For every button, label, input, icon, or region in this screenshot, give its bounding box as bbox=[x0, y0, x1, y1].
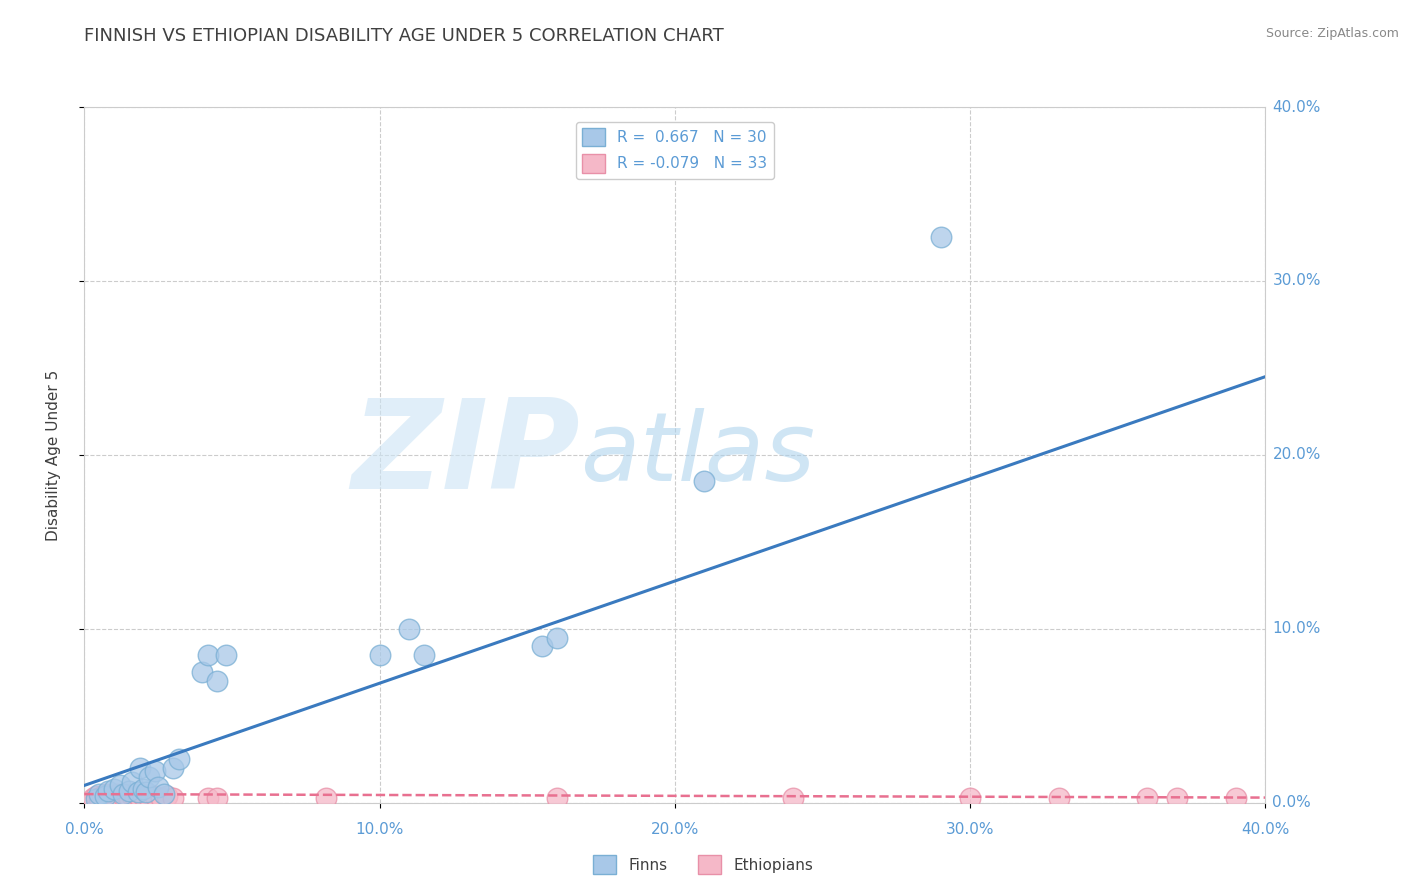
Point bbox=[546, 790, 568, 805]
Point bbox=[782, 790, 804, 805]
Point bbox=[530, 639, 553, 653]
Point bbox=[132, 789, 155, 803]
Point bbox=[111, 787, 134, 801]
Point bbox=[100, 790, 122, 805]
Point bbox=[162, 790, 184, 805]
Point bbox=[197, 790, 219, 805]
Text: 10.0%: 10.0% bbox=[1272, 622, 1320, 636]
Point bbox=[91, 789, 114, 803]
Point bbox=[108, 790, 131, 805]
Point bbox=[150, 790, 173, 805]
Point bbox=[162, 761, 184, 775]
Point bbox=[118, 790, 141, 805]
Text: 20.0%: 20.0% bbox=[1272, 448, 1320, 462]
Point bbox=[138, 770, 160, 784]
Point bbox=[114, 787, 136, 801]
Point bbox=[127, 789, 149, 803]
Point bbox=[1225, 790, 1247, 805]
Point bbox=[546, 631, 568, 645]
Point bbox=[1047, 790, 1070, 805]
Point bbox=[82, 790, 104, 805]
Point bbox=[167, 752, 190, 766]
Point bbox=[94, 789, 117, 803]
Point bbox=[693, 474, 716, 488]
Point bbox=[97, 789, 120, 803]
Point bbox=[929, 230, 952, 244]
Point bbox=[315, 790, 337, 805]
Point bbox=[135, 785, 157, 799]
Point bbox=[84, 789, 107, 803]
Legend: Finns, Ethiopians: Finns, Ethiopians bbox=[586, 849, 820, 880]
Point bbox=[124, 790, 146, 805]
Text: 30.0%: 30.0% bbox=[946, 822, 994, 838]
Text: atlas: atlas bbox=[581, 409, 815, 501]
Point bbox=[121, 775, 143, 789]
Text: 40.0%: 40.0% bbox=[1272, 100, 1320, 114]
Point bbox=[103, 781, 125, 796]
Text: 30.0%: 30.0% bbox=[1272, 274, 1320, 288]
Point bbox=[132, 781, 155, 796]
Text: 10.0%: 10.0% bbox=[356, 822, 404, 838]
Point bbox=[118, 783, 141, 797]
Point bbox=[205, 674, 228, 689]
Point bbox=[105, 787, 128, 801]
Y-axis label: Disability Age Under 5: Disability Age Under 5 bbox=[46, 369, 60, 541]
Text: FINNISH VS ETHIOPIAN DISABILITY AGE UNDER 5 CORRELATION CHART: FINNISH VS ETHIOPIAN DISABILITY AGE UNDE… bbox=[84, 27, 724, 45]
Text: ZIP: ZIP bbox=[352, 394, 581, 516]
Point bbox=[111, 789, 134, 803]
Point bbox=[413, 648, 436, 662]
Text: Source: ZipAtlas.com: Source: ZipAtlas.com bbox=[1265, 27, 1399, 40]
Point bbox=[191, 665, 214, 680]
Text: 40.0%: 40.0% bbox=[1241, 822, 1289, 838]
Point bbox=[153, 787, 176, 801]
Point bbox=[129, 790, 152, 805]
Point bbox=[215, 648, 238, 662]
Point bbox=[1136, 790, 1159, 805]
Text: 0.0%: 0.0% bbox=[65, 822, 104, 838]
Point bbox=[94, 787, 117, 801]
Point bbox=[959, 790, 981, 805]
Point bbox=[127, 785, 149, 799]
Point bbox=[108, 778, 131, 792]
Legend: R =  0.667   N = 30, R = -0.079   N = 33: R = 0.667 N = 30, R = -0.079 N = 33 bbox=[576, 121, 773, 178]
Point bbox=[129, 761, 152, 775]
Point bbox=[148, 780, 170, 794]
Point bbox=[87, 790, 111, 805]
Point bbox=[84, 792, 107, 806]
Point bbox=[368, 648, 391, 662]
Point bbox=[197, 648, 219, 662]
Point bbox=[398, 622, 420, 636]
Point bbox=[143, 764, 166, 779]
Point bbox=[143, 789, 166, 803]
Point bbox=[103, 789, 125, 803]
Point bbox=[87, 787, 111, 801]
Point bbox=[156, 789, 179, 803]
Point bbox=[97, 783, 120, 797]
Point bbox=[1166, 790, 1188, 805]
Point bbox=[205, 790, 228, 805]
Text: 20.0%: 20.0% bbox=[651, 822, 699, 838]
Point bbox=[138, 790, 160, 805]
Point bbox=[121, 789, 143, 803]
Text: 0.0%: 0.0% bbox=[1272, 796, 1312, 810]
